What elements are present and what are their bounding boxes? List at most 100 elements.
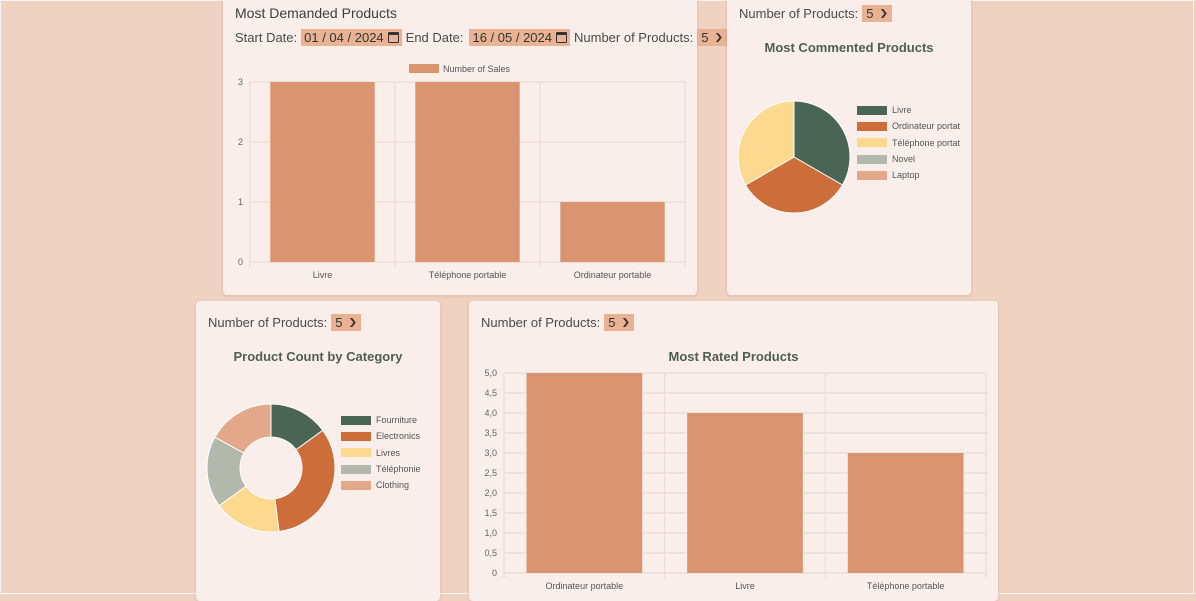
legend-swatch — [341, 464, 371, 474]
chevron-down-icon: ❯ — [714, 32, 724, 42]
y-tick-label: 1 — [238, 197, 243, 207]
y-tick-label: 1,0 — [484, 528, 497, 538]
legend-item[interactable]: Livre — [857, 102, 960, 118]
end-date-value: 16 / 05 / 2024 — [472, 30, 552, 45]
legend-label: Téléphone portat — [892, 137, 961, 148]
product-count-select[interactable]: 5 ❯ — [697, 29, 727, 46]
category-card: Number of Products: 5 ❯ Product Count by… — [196, 301, 440, 601]
product-count-label: Number of Products: — [208, 315, 328, 330]
legend-item[interactable]: Laptop — [857, 167, 960, 183]
y-tick-label: 4,5 — [484, 388, 497, 398]
y-tick-label: 4,0 — [484, 408, 497, 418]
chart-title: Product Count by Category — [233, 349, 403, 364]
legend-swatch — [857, 154, 887, 164]
x-tick-label: Téléphone portable — [429, 270, 507, 280]
product-count-value: 5 — [608, 315, 616, 330]
pie-slice — [744, 156, 844, 214]
most-rated-chart: 0 0,5 1,0 1,5 2,0 2,5 3,0 3,5 4,0 4,5 5,0 Ordinateu… — [484, 368, 987, 591]
bar — [415, 82, 520, 262]
y-tick-label: 2,0 — [484, 488, 497, 498]
bar — [270, 82, 375, 262]
x-tick-label: Téléphone portable — [867, 581, 945, 591]
product-count-select[interactable]: 5 ❯ — [604, 314, 634, 331]
chart-legend: Fourniture Electronics Livres Téléphonie Clo… — [341, 412, 421, 493]
end-date-input[interactable]: 16 / 05 / 2024 — [469, 29, 570, 46]
legend-item[interactable]: Livres — [341, 445, 421, 461]
legend-swatch — [857, 105, 887, 115]
legend-label: Livre — [892, 105, 912, 116]
pie-slice — [793, 100, 851, 186]
product-count-value: 5 — [866, 6, 874, 21]
calendar-icon[interactable] — [556, 32, 567, 43]
most-rated-card: Number of Products: 5 ❯ Most Rated Produ… — [469, 301, 998, 601]
most-demanded-chart: Number of Sales 0 1 2 3 Livre Téléphone portab… — [238, 64, 686, 280]
y-tick-label: 3,5 — [484, 428, 497, 438]
y-tick-label: 3 — [238, 77, 243, 87]
calendar-icon[interactable] — [387, 32, 399, 43]
legend-swatch — [857, 170, 887, 180]
legend-item[interactable]: Clothing — [341, 477, 421, 493]
legend-item[interactable]: Ordinateur portat — [857, 118, 960, 134]
chart-title: Most Commented Products — [764, 40, 934, 55]
legend-label: Electronics — [376, 431, 421, 442]
legend-swatch — [341, 448, 371, 458]
product-count-row: Number of Products: 5 ❯ — [481, 314, 634, 331]
legend-swatch — [341, 431, 371, 441]
most-commented-chart — [737, 100, 851, 214]
chart-title: Most Rated Products — [668, 349, 799, 364]
y-tick-label: 5,0 — [484, 368, 497, 378]
most-demanded-card: Most Demanded Products Start Date: 01 / … — [223, 0, 727, 295]
y-tick-label: 2,5 — [484, 468, 497, 478]
start-date-value: 01 / 04 / 2024 — [304, 30, 384, 45]
chart-legend: Livre Ordinateur portat Téléphone portat No… — [857, 102, 960, 183]
x-tick-label: Livre — [313, 270, 333, 280]
bar — [526, 373, 643, 573]
legend-item[interactable]: Téléphonie — [341, 461, 421, 477]
legend-item[interactable]: Fourniture — [341, 412, 421, 428]
legend-label: Ordinateur portat — [892, 121, 961, 132]
legend-label: Laptop — [892, 170, 920, 181]
product-count-row: Number of Products: 5 ❯ — [208, 314, 361, 331]
page-title: Most Demanded Products — [235, 5, 397, 21]
legend-item[interactable]: Téléphone portat — [857, 135, 960, 151]
product-count-select[interactable]: 5 ❯ — [331, 314, 361, 331]
start-date-input[interactable]: 01 / 04 / 2024 — [301, 29, 402, 46]
legend-label: Novel — [892, 154, 916, 165]
legend-label: Fourniture — [376, 415, 418, 426]
bar — [687, 413, 803, 573]
chevron-down-icon: ❯ — [348, 317, 358, 327]
product-count-label: Number of Products: — [739, 6, 859, 21]
legend-item[interactable]: Novel — [857, 151, 960, 167]
pie-slice — [737, 100, 795, 186]
y-tick-label: 2 — [238, 137, 243, 147]
start-date-label: Start Date: — [235, 30, 298, 45]
x-tick-label: Livre — [735, 581, 755, 591]
legend-label: Clothing — [376, 480, 410, 491]
product-count-value: 5 — [335, 315, 343, 330]
y-tick-label: 0 — [492, 568, 497, 578]
product-count-label: Number of Products: — [481, 315, 601, 330]
product-count-select[interactable]: 5 ❯ — [862, 5, 892, 22]
legend-swatch — [857, 121, 887, 131]
product-count-value: 5 — [701, 30, 709, 45]
chevron-down-icon: ❯ — [621, 317, 631, 327]
chevron-down-icon: ❯ — [879, 8, 889, 18]
x-tick-label: Ordinateur portable — [546, 581, 624, 591]
legend-swatch — [409, 64, 439, 73]
x-tick-label: Ordinateur portable — [574, 270, 652, 280]
product-count-label: Number of Products: — [574, 30, 694, 45]
most-commented-card: Number of Products: 5 ❯ Most Commented P… — [727, 0, 971, 295]
date-filter-row: Start Date: 01 / 04 / 2024 End Date: 16 … — [235, 29, 727, 46]
legend-swatch — [341, 480, 371, 490]
legend-label: Téléphonie — [376, 464, 421, 475]
legend-label: Livres — [376, 447, 401, 458]
legend-swatch — [857, 138, 887, 148]
y-tick-label: 3,0 — [484, 448, 497, 458]
legend-swatch — [341, 415, 371, 425]
y-tick-label: 0,5 — [484, 548, 497, 558]
product-count-row: Number of Products: 5 ❯ — [739, 5, 892, 22]
bar — [847, 453, 964, 573]
end-date-label: End Date: — [405, 30, 464, 45]
legend-label: Number of Sales — [443, 64, 511, 74]
legend-item[interactable]: Electronics — [341, 428, 421, 444]
